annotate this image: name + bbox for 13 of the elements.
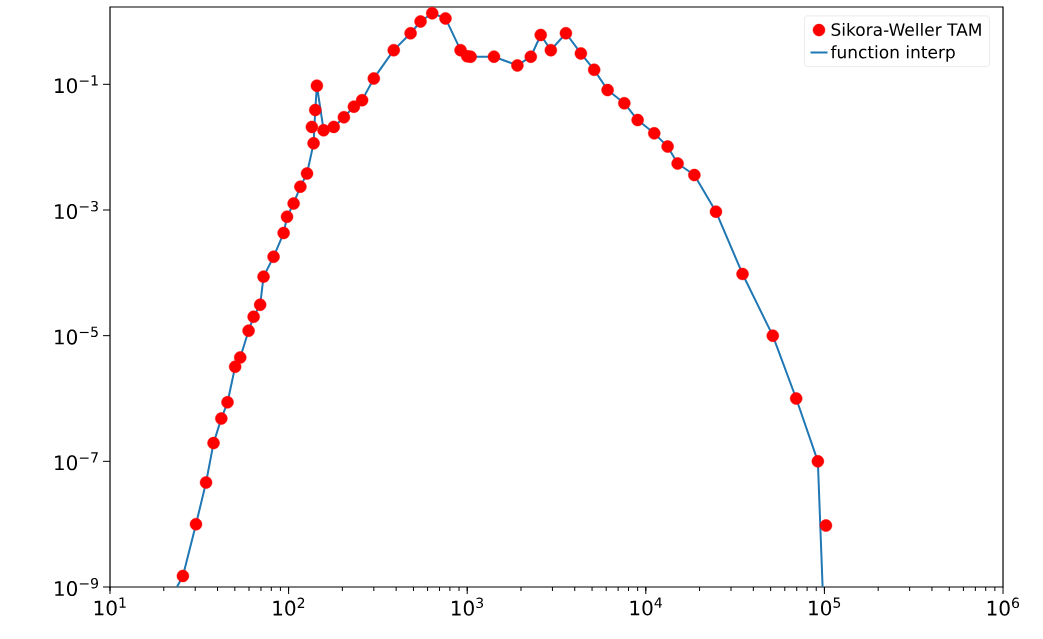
x-tick-label: 10$^{1}$: [94, 597, 126, 616]
y-tick-label: 10$^{−1}$: [55, 75, 98, 94]
x-tick-label: 10$^{6}$: [987, 597, 1020, 616]
x-tick-label: 10$^{4}$: [630, 597, 662, 616]
x-tick-label: 10$^{3}$: [451, 597, 484, 616]
y-tick-label: 10$^{−7}$: [55, 452, 98, 471]
legend-label: function interp: [830, 45, 955, 62]
x-tick-label: 10$^{5}$: [809, 597, 841, 616]
legend-label: Sikora-Weller TAM: [831, 22, 981, 37]
x-tick-label: 10$^{2}$: [273, 597, 305, 616]
y-tick-label: 10$^{−9}$: [55, 577, 99, 597]
y-tick-label: 10$^{−5}$: [55, 326, 98, 345]
y-tick-label: 10$^{−3}$: [55, 200, 98, 220]
